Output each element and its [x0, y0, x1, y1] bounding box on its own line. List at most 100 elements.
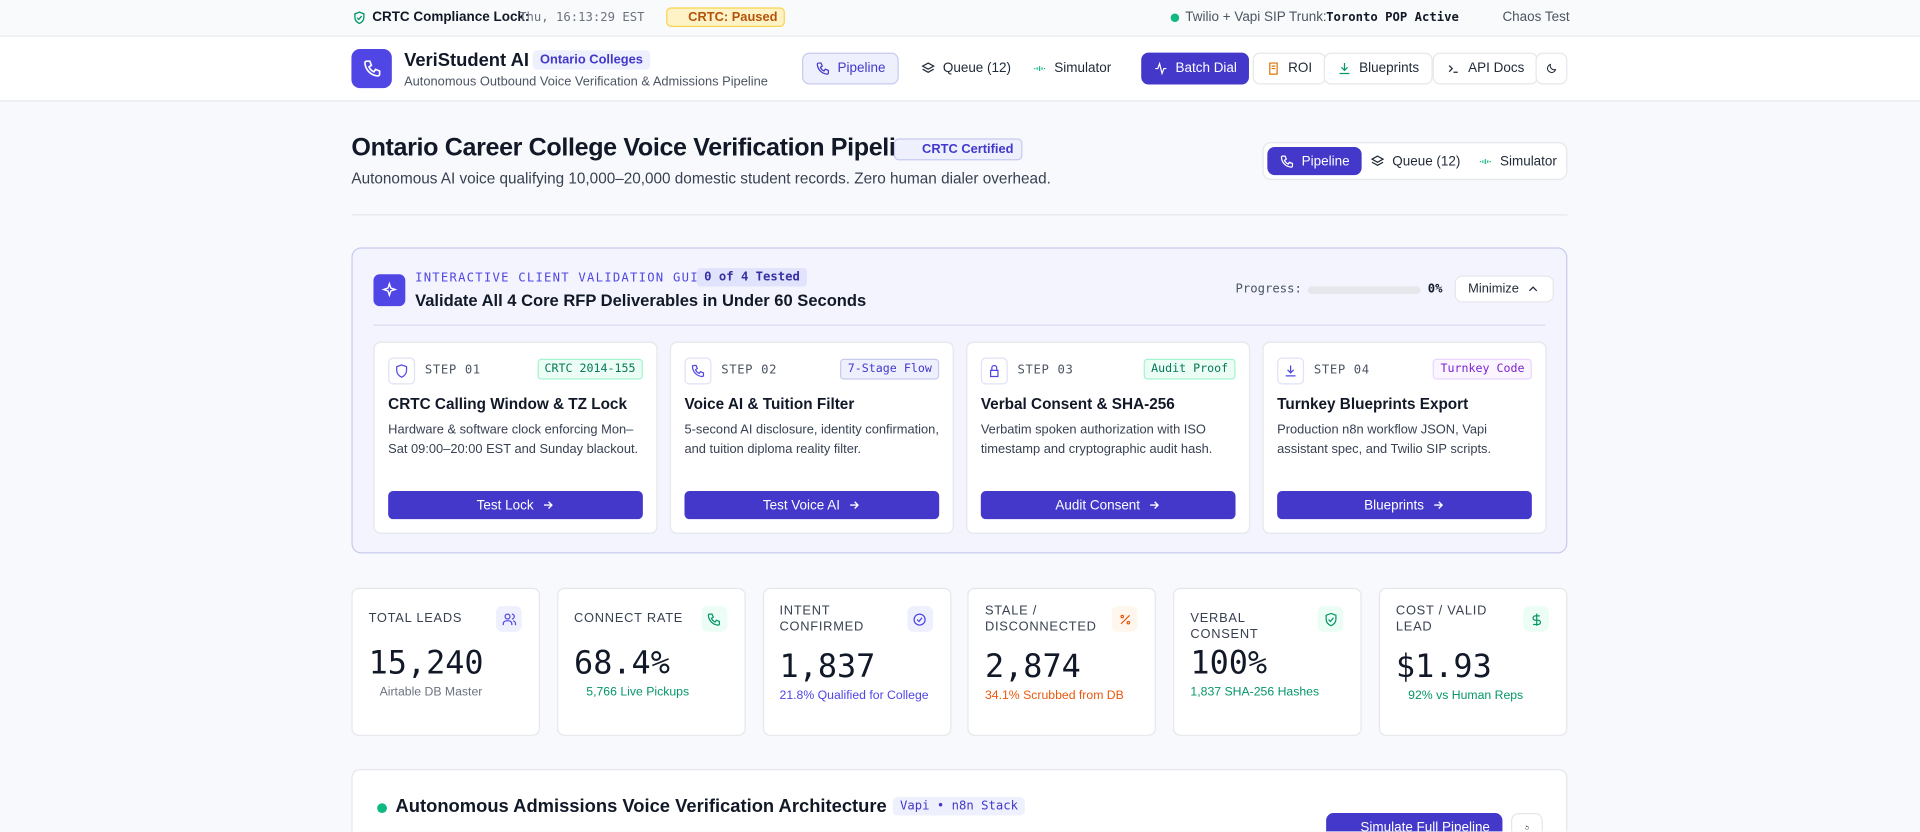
icon — [816, 62, 829, 75]
icon — [1434, 501, 1443, 509]
step-tag: Audit Proof — [1143, 358, 1236, 380]
stat-value: 15,240 — [368, 645, 484, 683]
tab[interactable]: Queue (12) — [1358, 147, 1473, 175]
step-number: STEP 01 — [424, 363, 481, 378]
stat-icon — [701, 606, 728, 632]
action-label: API Docs — [1468, 61, 1525, 76]
minimize-label: Minimize — [1468, 281, 1519, 297]
icon — [396, 364, 408, 378]
step-tag: Turnkey Code — [1433, 358, 1532, 380]
stat-card: VERBAL CONSENT 100% 1,837 SHA-256 Hashes — [1173, 587, 1362, 736]
stat-value: 2,874 — [984, 648, 1081, 686]
page-title: Ontario Career College Voice Verificatio… — [351, 133, 925, 162]
step-title: CRTC Calling Window & TZ Lock — [388, 395, 627, 413]
divider — [351, 214, 1568, 216]
stat-value: $1.93 — [1395, 648, 1492, 686]
step-button-label: Audit Consent — [1055, 497, 1141, 513]
brand: VeriStudent AI — [404, 50, 529, 72]
guide-eyebrow: INTERACTIVE CLIENT VALIDATION GUIDE — [415, 271, 716, 286]
certified-badge: CRTC Certified — [893, 138, 1023, 161]
action-button[interactable]: Blueprints — [1323, 52, 1433, 85]
minimize-button[interactable]: Minimize — [1454, 275, 1555, 303]
tab[interactable]: Pipeline — [1267, 146, 1362, 176]
icon — [1269, 62, 1278, 75]
progress-label: Progress: — [1235, 282, 1302, 297]
simulate-button[interactable]: Simulate Full Pipeline — [1326, 813, 1503, 832]
status-dot — [1170, 13, 1180, 23]
step-title: Verbal Consent & SHA-256 — [980, 395, 1175, 413]
clock: Thu, 16:13:29 EST — [519, 11, 645, 25]
stat-icon — [1523, 606, 1549, 632]
step-button-label: Test Voice AI — [762, 497, 840, 513]
step-button[interactable]: Audit Consent — [980, 491, 1236, 520]
nav-item[interactable]: Simulator — [1020, 53, 1123, 85]
nav-label: Queue (12) — [942, 61, 1012, 76]
action-button[interactable]: ROI — [1252, 52, 1326, 85]
stat-label: STALE / DISCONNECTED — [984, 603, 1097, 635]
icon — [1531, 612, 1541, 626]
stat-note: 1,837 SHA-256 Hashes — [1190, 685, 1320, 700]
icon — [1479, 158, 1491, 164]
nav-item[interactable]: Pipeline — [802, 52, 899, 85]
action-label: Batch Dial — [1175, 61, 1237, 76]
icon — [1547, 63, 1557, 73]
step-card: STEP 03 Audit Proof Verbal Consent & SHA-2… — [966, 341, 1251, 534]
icon — [1448, 65, 1458, 73]
step-card: STEP 02 7-Stage Flow Voice AI & Tuition Fi… — [669, 341, 954, 534]
icon — [1034, 66, 1046, 72]
step-icon — [980, 357, 1008, 385]
step-tag: 7-Stage Flow — [840, 358, 940, 380]
step-button-label: Blueprints — [1364, 497, 1425, 513]
icon — [913, 612, 926, 626]
theme-toggle[interactable] — [1535, 52, 1568, 85]
stat-note: 21.8% Qualified for College — [779, 689, 929, 703]
arch-badge: Vapi • n8n Stack — [892, 797, 1026, 816]
chaos-test[interactable]: Chaos Test — [1502, 9, 1570, 25]
step-title: Voice AI & Tuition Filter — [684, 395, 855, 413]
tab[interactable]: Simulator — [1466, 147, 1569, 175]
shield-icon — [354, 11, 365, 25]
progress-track — [1307, 286, 1421, 294]
icon — [1370, 154, 1385, 166]
icon — [1325, 612, 1337, 626]
step-icon — [388, 357, 416, 385]
guide-count: 0 of 4 Tested — [696, 268, 808, 287]
header: VeriStudent AI Ontario Colleges Autonomo… — [0, 36, 1920, 102]
guide-icon — [373, 274, 406, 307]
guide-title: Validate All 4 Core RFP Deliverables in … — [415, 291, 867, 310]
action-label: ROI — [1288, 61, 1313, 76]
nav-item[interactable]: Queue (12) — [909, 53, 1024, 85]
stat-card: CONNECT RATE 68.4% 5,766 Live Pickups — [556, 587, 746, 736]
stat-card: STALE / DISCONNECTED 2,874 34.1% Scrubbed … — [967, 587, 1157, 736]
stat-value: 1,837 — [779, 648, 876, 686]
step-button[interactable]: Test Lock — [388, 491, 643, 520]
trunk-value: Toronto POP Active — [1326, 11, 1459, 25]
stat-card: INTENT CONFIRMED 1,837 21.8% Qualified for… — [762, 587, 951, 736]
icon — [1155, 61, 1167, 76]
step-number: STEP 02 — [721, 363, 778, 378]
reset-button[interactable] — [1511, 813, 1543, 832]
icon — [1285, 365, 1296, 377]
stat-icon — [1317, 606, 1344, 632]
stat-label: COST / VALID LEAD — [1395, 603, 1488, 635]
stat-value: 68.4% — [574, 645, 670, 683]
tab-label: Queue (12) — [1392, 153, 1461, 169]
action-button[interactable]: Batch Dial — [1141, 52, 1250, 85]
guide-divider — [373, 324, 1546, 326]
icon — [1120, 614, 1131, 624]
page-subtitle: Autonomous AI voice qualifying 10,000–20… — [351, 170, 1051, 188]
stat-label: VERBAL CONSENT — [1190, 611, 1259, 642]
step-desc: 5-second AI disclosure, identity confirm… — [684, 422, 939, 457]
stat-note: Airtable DB Master — [379, 685, 483, 700]
step-button[interactable]: Blueprints — [1277, 491, 1532, 520]
step-button[interactable]: Test Voice AI — [684, 491, 940, 520]
compliance-label: CRTC Compliance Lock: — [372, 9, 530, 25]
stat-note: 92% vs Human Reps — [1408, 689, 1524, 703]
arch-title: Autonomous Admissions Voice Verification… — [395, 795, 887, 817]
tab-label: Pipeline — [1301, 153, 1350, 169]
stat-icon — [906, 606, 933, 632]
stat-label: CONNECT RATE — [574, 611, 684, 626]
action-button[interactable]: API Docs — [1432, 52, 1538, 85]
crtc-status: CRTC: Paused — [666, 7, 785, 27]
